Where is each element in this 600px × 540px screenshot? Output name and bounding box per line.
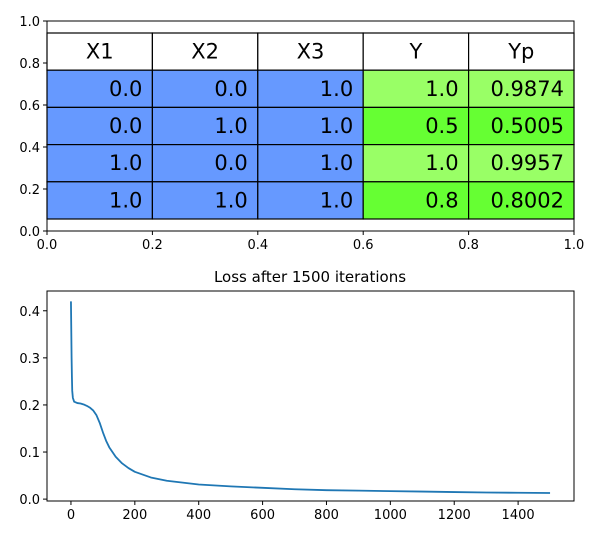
table-cell	[151, 144, 259, 183]
table-header-label: Y	[408, 40, 422, 64]
table-header-label: X1	[86, 40, 114, 64]
table-header-cell	[46, 32, 154, 71]
x-tick-label: 0.8	[458, 238, 479, 253]
table-cell-value: 0.0	[109, 114, 142, 138]
x-tick-label: 600	[250, 508, 275, 523]
table-cell-value: 0.8002	[491, 188, 564, 212]
table-header-label: X3	[297, 40, 325, 64]
table-cell-value: 0.5005	[491, 114, 564, 138]
table-cell-value: 0.0	[214, 151, 247, 175]
table-cell-value: 1.0	[320, 114, 353, 138]
x-tick-label: 0	[67, 508, 75, 523]
x-tick-label: 1400	[502, 508, 535, 523]
table-header-cell	[257, 32, 364, 71]
table-cell-value: 1.0	[320, 188, 353, 212]
y-tick-label: 0.2	[19, 399, 40, 414]
table-cell	[46, 181, 154, 220]
x-tick-label: 400	[186, 508, 211, 523]
y-tick-label: 0.0	[19, 493, 40, 508]
x-tick-label: 0.0	[37, 238, 58, 253]
table-cell-value: 1.0	[320, 151, 353, 175]
table-cell	[468, 69, 575, 108]
y-tick-label: 0.1	[19, 446, 40, 461]
table-cell	[151, 106, 259, 146]
y-tick-label: 0.8	[19, 57, 40, 72]
table-cell-value: 0.9957	[491, 151, 564, 175]
x-tick-label: 1000	[374, 508, 407, 523]
x-tick-label: 1200	[438, 508, 471, 523]
table-cell-value: 0.0	[214, 77, 247, 101]
table-cell	[257, 69, 364, 108]
table-cell-value: 1.0	[425, 151, 458, 175]
table-cell	[468, 144, 575, 183]
table-header-label: X2	[191, 40, 219, 64]
table-cell-value: 1.0	[109, 151, 142, 175]
y-tick-label: 1.0	[19, 15, 40, 30]
table-cell	[257, 181, 364, 220]
table-cell-value: 0.5	[425, 114, 458, 138]
x-tick-label: 0.4	[247, 238, 268, 253]
table-cell-value: 0.0	[109, 77, 142, 101]
loss-axes-frame	[46, 290, 575, 502]
x-tick-label: 0.6	[353, 238, 374, 253]
y-tick-label: 0.3	[19, 352, 40, 367]
table-cell	[468, 181, 575, 220]
table-cell-value: 1.0	[425, 77, 458, 101]
table-header-label: Yp	[507, 40, 534, 64]
table-cell-value: 1.0	[109, 188, 142, 212]
table-cell	[257, 144, 364, 183]
y-tick-label: 0.4	[19, 305, 40, 320]
table-cell	[362, 144, 470, 183]
table-cell-value: 1.0	[320, 77, 353, 101]
loss-series-line	[70, 301, 551, 494]
table-cell	[362, 106, 470, 146]
table-cell-value: 0.9874	[491, 77, 564, 101]
x-tick-label: 0.2	[142, 238, 163, 253]
table-header-cell	[151, 32, 259, 71]
table-cell-value: 0.8	[425, 188, 458, 212]
x-tick-label: 1.0	[564, 238, 585, 253]
x-tick-label: 800	[314, 508, 339, 523]
y-tick-label: 0.2	[19, 183, 40, 198]
x-tick-label: 200	[122, 508, 147, 523]
y-tick-label: 0.6	[19, 99, 40, 114]
table-cell	[151, 181, 259, 220]
loss-chart-title: Loss after 1500 iterations	[214, 268, 406, 286]
y-tick-label: 0.4	[19, 141, 40, 156]
table-axes-frame	[46, 20, 575, 232]
table-cell-value: 1.0	[214, 188, 247, 212]
table-cell-value: 1.0	[214, 114, 247, 138]
loss-axes: 0 200 400 600 800 1000 1200 1400 0.0 0.1 0.2 0.3 0.4	[19, 290, 575, 523]
y-tick-label: 0.0	[19, 225, 40, 240]
